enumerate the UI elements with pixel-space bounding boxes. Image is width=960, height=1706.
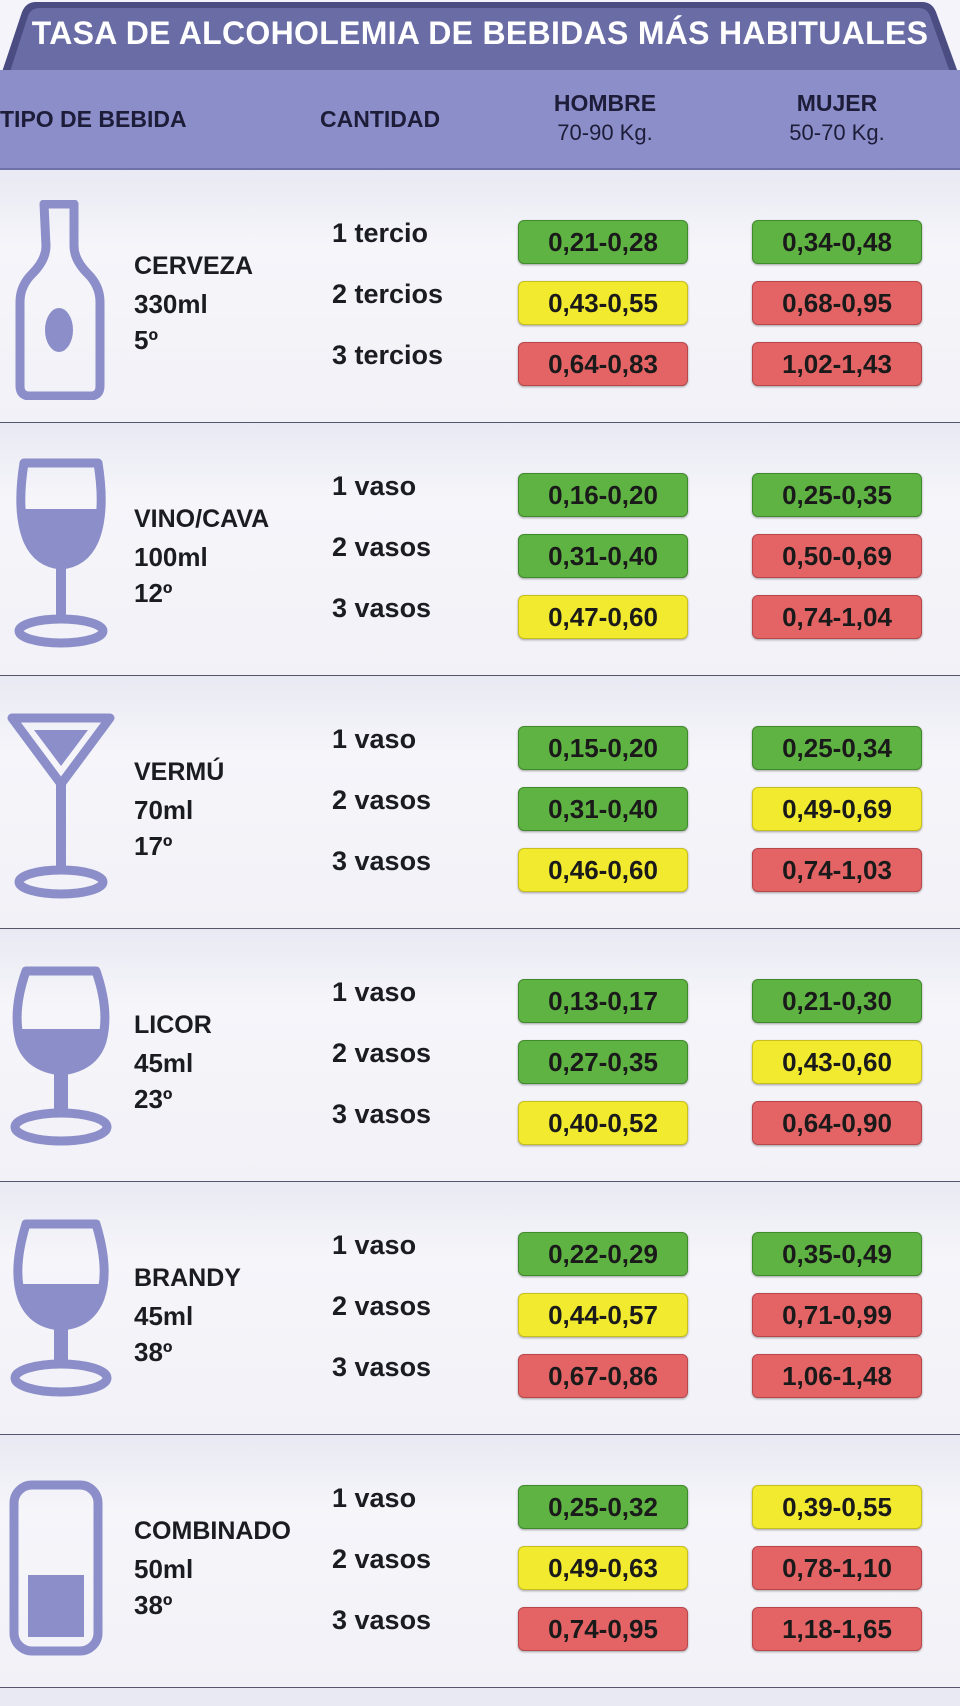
drink-name: LICOR [134, 1011, 212, 1039]
quantity-label: 3 vasos [332, 1605, 432, 1635]
liqueur-glass-icon [4, 959, 116, 1159]
drink-name: CERVEZA [134, 252, 254, 280]
header-hombre: HOMBRE 70-90 Kg. [520, 88, 690, 148]
quantity-label: 1 tercio [332, 218, 429, 248]
drink-degrees: 38º [134, 1590, 173, 1620]
header-mujer-weight: 50-70 Kg. [789, 120, 885, 145]
drink-group: CERVEZA 330ml 5º 1 tercio 0,21-0,28 0,34-0,48… [0, 170, 960, 424]
drink-degrees: 38º [134, 1337, 173, 1367]
header-hombre-label: HOMBRE [553, 90, 657, 116]
quantity-label: 1 vaso [332, 724, 417, 754]
quantity-label: 2 tercios [332, 279, 444, 309]
hombre-value-badge: 0,16-0,20 [518, 473, 688, 517]
quantity-label: 3 vasos [332, 846, 432, 876]
mujer-value-badge: 0,39-0,55 [752, 1485, 922, 1529]
header-tipo: TIPO DE BEBIDA [0, 106, 187, 132]
mujer-value-badge: 0,25-0,35 [752, 473, 922, 517]
header-cantidad: CANTIDAD [320, 106, 441, 132]
quantity-label: 1 vaso [332, 1230, 417, 1260]
quantity-label: 2 vasos [332, 1291, 432, 1321]
hombre-value-badge: 0,22-0,29 [518, 1232, 688, 1276]
mujer-value-badge: 0,68-0,95 [752, 281, 922, 325]
drink-degrees: 23º [134, 1084, 173, 1114]
drink-volume: 70ml [134, 795, 194, 825]
page-title: TASA DE ALCOHOLEMIA DE BEBIDAS MÁS HABIT… [31, 15, 929, 51]
drink-group: LICOR 45ml 23º 1 vaso 0,13-0,17 0,21-0,30 2 va… [0, 929, 960, 1183]
hombre-value-badge: 0,27-0,35 [518, 1040, 688, 1084]
quantity-label: 3 vasos [332, 593, 432, 623]
mujer-value-badge: 1,18-1,65 [752, 1607, 922, 1651]
drink-volume: 100ml [134, 542, 208, 572]
mujer-value-badge: 1,02-1,43 [752, 342, 922, 386]
drink-degrees: 17º [134, 831, 173, 861]
hombre-value-badge: 0,40-0,52 [518, 1101, 688, 1145]
header-mujer: MUJER 50-70 Kg. [752, 88, 922, 148]
hombre-value-badge: 0,74-0,95 [518, 1607, 688, 1651]
drink-name: VERMÚ [134, 758, 225, 786]
title-banner: TASA DE ALCOHOLEMIA DE BEBIDAS MÁS HABIT… [0, 0, 960, 80]
drink-volume: 330ml [134, 289, 208, 319]
hombre-value-badge: 0,31-0,40 [518, 787, 688, 831]
mujer-value-badge: 0,43-0,60 [752, 1040, 922, 1084]
drink-volume: 45ml [134, 1048, 194, 1078]
hombre-value-badge: 0,43-0,55 [518, 281, 688, 325]
highball-glass-icon [4, 1465, 116, 1665]
drink-name: BRANDY [134, 1264, 241, 1292]
mujer-value-badge: 0,21-0,30 [752, 979, 922, 1023]
quantity-label: 3 vasos [332, 1352, 432, 1382]
quantity-label: 1 vaso [332, 471, 417, 501]
mujer-value-badge: 1,06-1,48 [752, 1354, 922, 1398]
hombre-value-badge: 0,15-0,20 [518, 726, 688, 770]
hombre-value-badge: 0,67-0,86 [518, 1354, 688, 1398]
title-banner-shape [0, 2, 960, 78]
header-mujer-label: MUJER [796, 90, 878, 116]
drink-name: COMBINADO [134, 1517, 291, 1545]
drink-group: BRANDY 45ml 38º 1 vaso 0,22-0,29 0,35-0,49 2 v… [0, 1182, 960, 1436]
mujer-value-badge: 0,50-0,69 [752, 534, 922, 578]
hombre-value-badge: 0,64-0,83 [518, 342, 688, 386]
drink-group: VINO/CAVA 100ml 12º 1 vaso 0,16-0,20 0,25-0,3… [0, 423, 960, 677]
drink-volume: 45ml [134, 1301, 194, 1331]
quantity-label: 3 tercios [332, 340, 444, 370]
quantity-label: 2 vasos [332, 532, 432, 562]
hombre-value-badge: 0,31-0,40 [518, 534, 688, 578]
drink-degrees: 5º [134, 325, 158, 355]
table-header: TIPO DE BEBIDA CANTIDAD HOMBRE 70-90 Kg.… [0, 70, 960, 170]
drink-degrees: 12º [134, 578, 173, 608]
table-footer [0, 1688, 960, 1706]
hombre-value-badge: 0,46-0,60 [518, 848, 688, 892]
mujer-value-badge: 0,78-1,10 [752, 1546, 922, 1590]
quantity-label: 3 vasos [332, 1099, 432, 1129]
drink-group: VERMÚ 70ml 17º 1 vaso 0,15-0,20 0,25-0,34 2 va… [0, 676, 960, 930]
hombre-value-badge: 0,49-0,63 [518, 1546, 688, 1590]
drink-volume: 50ml [134, 1554, 194, 1584]
hombre-value-badge: 0,25-0,32 [518, 1485, 688, 1529]
quantity-label: 2 vasos [332, 785, 432, 815]
hombre-value-badge: 0,21-0,28 [518, 220, 688, 264]
drink-group: COMBINADO 50ml 38º 1 vaso 0,25-0,32 0,39-0,55… [0, 1435, 960, 1689]
quantity-label: 1 vaso [332, 977, 417, 1007]
hombre-value-badge: 0,47-0,60 [518, 595, 688, 639]
mujer-value-badge: 0,71-0,99 [752, 1293, 922, 1337]
hombre-value-badge: 0,44-0,57 [518, 1293, 688, 1337]
brandy-snifter-icon [4, 1212, 116, 1412]
mujer-value-badge: 0,25-0,34 [752, 726, 922, 770]
mujer-value-badge: 0,49-0,69 [752, 787, 922, 831]
mujer-value-badge: 0,34-0,48 [752, 220, 922, 264]
mujer-value-badge: 0,74-1,04 [752, 595, 922, 639]
quantity-label: 2 vasos [332, 1038, 432, 1068]
hombre-value-badge: 0,13-0,17 [518, 979, 688, 1023]
mujer-value-badge: 0,35-0,49 [752, 1232, 922, 1276]
header-hombre-weight: 70-90 Kg. [557, 120, 653, 145]
martini-glass-icon [4, 706, 116, 906]
beer-bottle-icon [4, 199, 116, 401]
drink-name: VINO/CAVA [134, 505, 270, 533]
mujer-value-badge: 0,64-0,90 [752, 1101, 922, 1145]
quantity-label: 2 vasos [332, 1544, 432, 1574]
wine-glass-icon [4, 453, 116, 653]
quantity-label: 1 vaso [332, 1483, 417, 1513]
mujer-value-badge: 0,74-1,03 [752, 848, 922, 892]
